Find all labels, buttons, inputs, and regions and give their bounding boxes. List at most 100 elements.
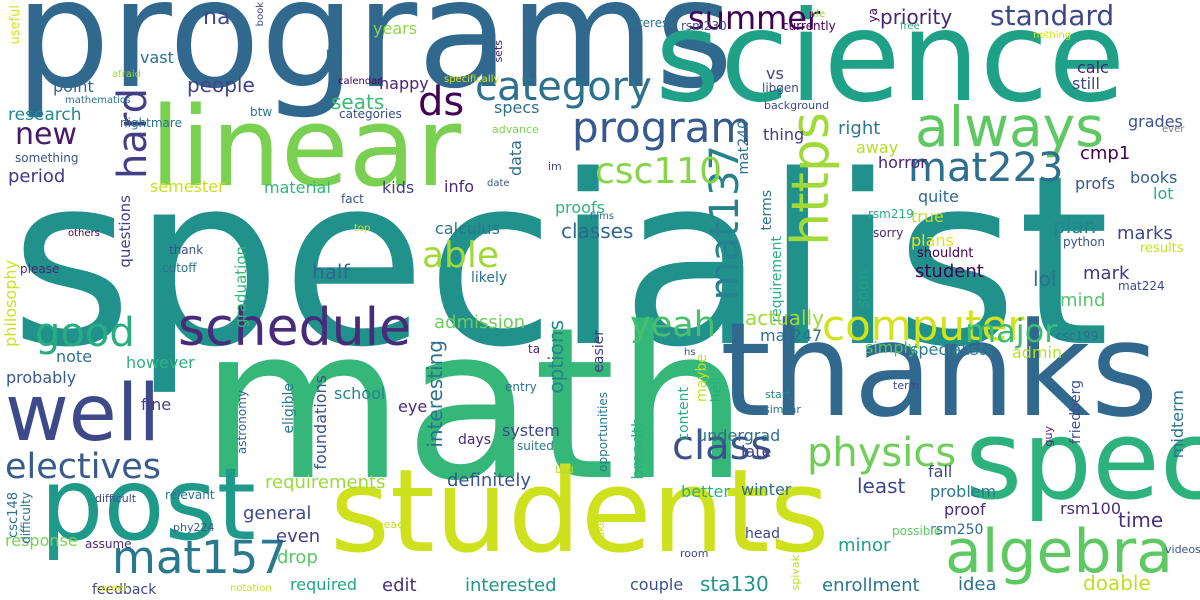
word: able [422, 235, 500, 276]
word: winter [741, 480, 792, 499]
word: time [1118, 508, 1164, 532]
word: philosophy [1, 260, 20, 347]
word: categories [339, 107, 402, 121]
word: still [1072, 74, 1100, 93]
word: minor [838, 535, 891, 556]
word: students [330, 445, 830, 579]
word: rsm100 [1060, 499, 1122, 518]
word: eligible [281, 383, 297, 434]
word: even [276, 526, 321, 547]
word: science [655, 0, 1126, 130]
word: currently [782, 19, 836, 33]
word: entry [505, 380, 537, 394]
word: least [857, 474, 906, 498]
word: content [676, 387, 692, 441]
word: schedule [178, 298, 412, 358]
word: grades [1128, 112, 1183, 131]
word: ppl [326, 47, 342, 58]
word: btw [250, 105, 273, 119]
word: lot [1153, 184, 1174, 203]
word: rsm250 [930, 522, 984, 538]
word: questions [116, 195, 134, 268]
word: something [15, 151, 79, 165]
word: fine [141, 395, 172, 414]
word: mat224 [1118, 279, 1165, 293]
word: difficulty [19, 492, 33, 544]
word: student [915, 261, 984, 282]
word: profs [1075, 174, 1116, 193]
word: graduation [232, 246, 250, 328]
word: friedberg [1068, 380, 1084, 444]
word: marks [1117, 223, 1173, 244]
word: please [20, 262, 60, 276]
word: new [15, 117, 78, 152]
word: sake [594, 519, 607, 545]
word: python [1063, 235, 1105, 249]
word: life [810, 9, 826, 20]
word: program [572, 103, 752, 152]
word: book [255, 2, 266, 27]
word: relevant [165, 488, 215, 502]
word: fact [341, 192, 364, 206]
word: mat240 [736, 120, 752, 175]
word: years [373, 19, 418, 38]
word: simply [865, 338, 918, 357]
word: right [838, 118, 881, 139]
word: hs [684, 347, 696, 358]
word: classes [561, 219, 634, 243]
word: requirements [265, 472, 386, 493]
word: lol [1033, 267, 1057, 291]
word: idea [958, 574, 997, 595]
word: material [264, 178, 331, 197]
word: always [915, 95, 1104, 159]
word: vast [140, 48, 174, 67]
word: good [35, 310, 135, 356]
word: electives [5, 447, 161, 487]
word: calculus [435, 219, 500, 238]
word: books [1130, 168, 1178, 187]
word: top [354, 223, 371, 234]
word: data [506, 140, 525, 177]
word: days [458, 432, 492, 448]
word: thanks [720, 294, 1159, 446]
word: mat157 [112, 531, 287, 584]
word: date [487, 178, 510, 189]
word: semester [150, 177, 225, 196]
word: people [187, 73, 255, 97]
word: undergrad [697, 426, 781, 445]
word: math [200, 282, 749, 527]
word: cutoff [162, 261, 197, 275]
word: ever [1162, 124, 1185, 135]
word: possible [892, 524, 942, 538]
word: problem [930, 482, 997, 501]
word: spivak [789, 555, 802, 591]
word: start [765, 388, 791, 401]
word: maybe [694, 354, 710, 403]
word: sets [492, 40, 505, 63]
word: room [680, 547, 709, 560]
word: head [745, 526, 780, 542]
word: vs [766, 64, 784, 83]
word: admission [434, 312, 526, 333]
word: priority [880, 5, 953, 29]
word: videos [1165, 543, 1200, 556]
word: major [965, 312, 1058, 350]
word: interesting [423, 340, 447, 448]
word: advance [492, 123, 539, 136]
word: afraid [112, 69, 142, 80]
word: difficult [95, 492, 137, 505]
word: mind [1060, 290, 1106, 311]
word: free [900, 21, 920, 32]
word: proofs [555, 198, 605, 217]
word: csc110 [595, 151, 723, 192]
word: foundations [311, 375, 330, 470]
word: category [475, 64, 652, 110]
word: yeah [630, 305, 716, 345]
word: true [911, 207, 944, 226]
word: guy [1042, 426, 1055, 447]
word: ta [528, 342, 541, 356]
word: note [56, 347, 93, 366]
word: standard [990, 0, 1115, 32]
word: useful [8, 5, 23, 45]
word: eye [398, 397, 428, 416]
